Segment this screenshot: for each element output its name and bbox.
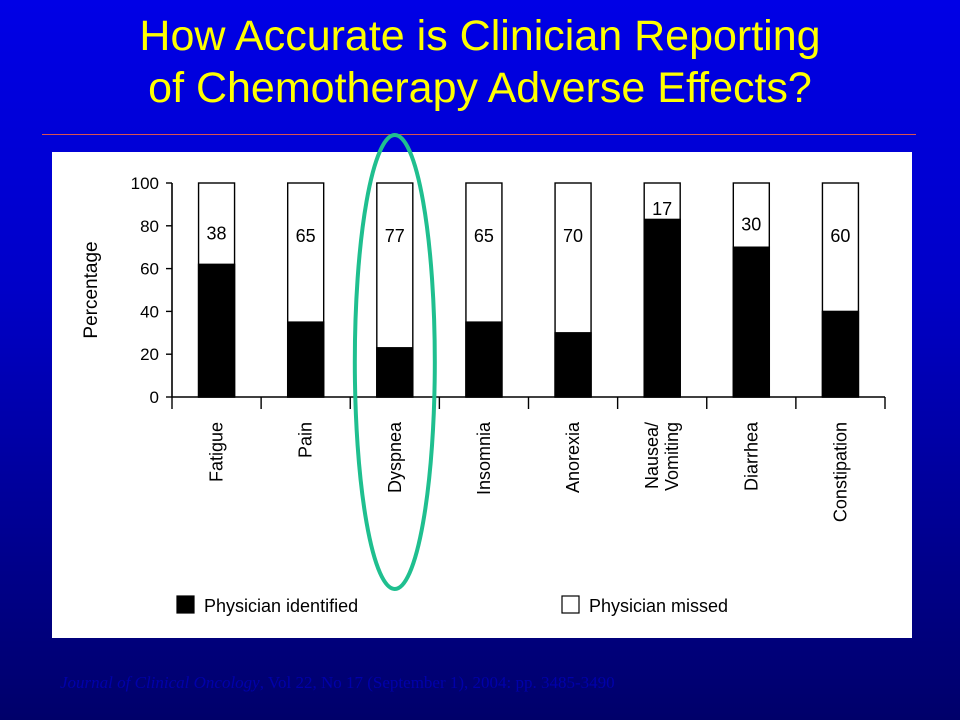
slide-title: How Accurate is Clinician Reporting of C…: [0, 10, 960, 114]
bar-value-label: 38: [207, 224, 227, 244]
bar-identified-7: [821, 310, 860, 398]
slide-title-line-1: How Accurate is Clinician Reporting: [139, 12, 821, 60]
x-category-label: Anorexia: [563, 421, 583, 493]
bar-identified-4: [554, 332, 592, 398]
y-tick-label: 40: [140, 302, 159, 321]
x-category-label: Nausea/: [642, 422, 662, 489]
y-axis-title: Percentage: [81, 241, 102, 338]
citation: Journal of Clinical Oncology, Vol 22, No…: [60, 673, 940, 693]
y-tick-label: 60: [140, 260, 159, 279]
legend-identified-label: Physician identified: [204, 596, 358, 616]
bar-identified-3: [465, 321, 503, 398]
bar-identified-2: [376, 347, 414, 398]
x-category-label: Insomnia: [474, 421, 494, 495]
bar-identified-1: [286, 321, 325, 398]
y-tick-label: 0: [150, 388, 159, 407]
bar-identified-5: [643, 218, 681, 398]
title-divider: [42, 134, 916, 135]
stacked-bar-chart: 0 20 40 60 80 100 Percentage 38 Fatigue 65 Pain 77 D…: [81, 174, 886, 616]
y-tick-label: 100: [131, 174, 159, 193]
x-category-label: Constipation: [830, 422, 850, 522]
x-category-label: Vomiting: [662, 422, 682, 491]
bar-identified-6: [732, 246, 771, 398]
bar-value-label: 30: [741, 214, 761, 234]
x-category-label: Dyspnea: [385, 421, 405, 493]
slide-title-line-2: of Chemotherapy Adverse Effects?: [148, 64, 812, 112]
citation-details: , Vol 22, No 17 (September 1), 2004: pp.…: [259, 673, 615, 692]
y-tick-label: 80: [140, 217, 159, 236]
x-category-label: Diarrhea: [741, 421, 761, 491]
legend-identified-swatch: [176, 595, 195, 614]
x-category-label: Pain: [296, 422, 316, 458]
x-category-label: Fatigue: [207, 422, 227, 482]
legend-missed-label: Physician missed: [589, 596, 728, 616]
bar-value-label: 70: [563, 226, 583, 246]
y-tick-label: 20: [140, 345, 159, 364]
bar-value-label: 17: [652, 199, 672, 219]
bar-value-label: 60: [830, 226, 850, 246]
citation-journal: Journal of Clinical Oncology: [60, 673, 260, 692]
bar-identified-0: [197, 263, 236, 398]
bar-value-label: 77: [385, 226, 405, 246]
bar-value-label: 65: [474, 226, 494, 246]
legend-missed-swatch: [561, 595, 580, 614]
chart-panel: 0 20 40 60 80 100 Percentage 38 Fatigue 65 Pain 77 D…: [52, 152, 912, 638]
bar-value-label: 65: [296, 226, 316, 246]
